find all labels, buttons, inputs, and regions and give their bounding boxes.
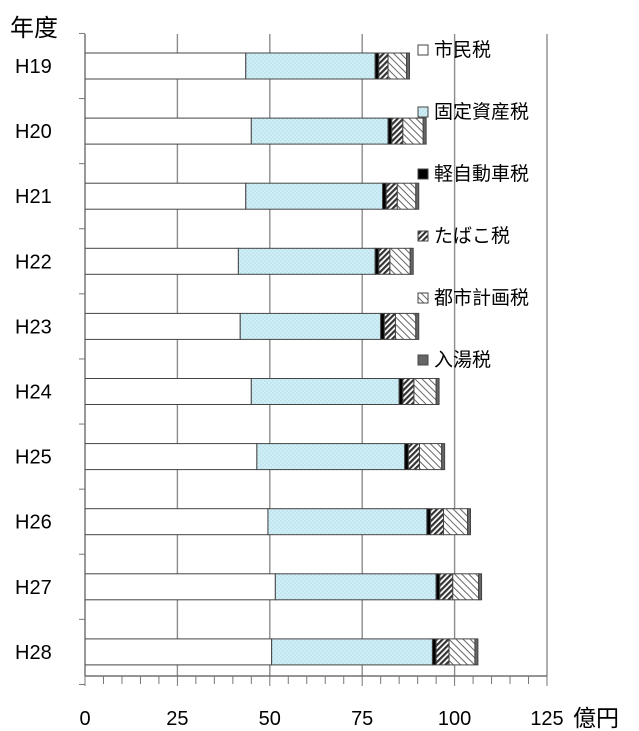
bar-H20-series-1 (250, 117, 389, 145)
bar-H27-series-1 (274, 573, 437, 601)
bar-H25-series-1 (256, 443, 406, 471)
bar-H27-series-3 (439, 573, 454, 601)
category-label-H23: H23 (15, 316, 52, 338)
category-label-H21: H21 (15, 186, 52, 208)
bar-H24-series-4 (413, 378, 437, 405)
bar-H22-series-4 (389, 247, 411, 275)
bar-H28-series-2 (431, 638, 437, 666)
bar-H21-series-2 (382, 182, 387, 210)
bar-H26-series-0 (84, 508, 269, 536)
category-label-H25: H25 (15, 447, 52, 469)
bar-H21-series-5 (415, 182, 420, 210)
legend-swatch-5 (417, 354, 429, 366)
bar-H24-series-5 (435, 378, 440, 405)
bar-H28-series-4 (448, 638, 476, 666)
x-tick-label-0: 0 (79, 708, 90, 730)
bar-H19-series-2 (374, 52, 380, 80)
legend-label-2: 軽自動車税 (434, 163, 529, 185)
bar-H19-series-5 (406, 52, 411, 80)
bar-H22-series-3 (378, 247, 391, 275)
bar-H20-series-0 (84, 117, 252, 145)
bar-H24-series-0 (84, 378, 252, 405)
bar-H19-series-0 (84, 52, 247, 80)
bar-H23-series-1 (239, 312, 382, 340)
bar-H24-series-3 (402, 378, 415, 405)
bar-H21-series-4 (396, 182, 417, 210)
bar-H20-series-4 (402, 117, 424, 145)
bar-H26-series-5 (467, 508, 471, 536)
category-label-H24: H24 (15, 382, 52, 404)
x-tick-label-25: 25 (166, 708, 188, 730)
bar-H19-series-3 (378, 52, 389, 80)
bar-H27-series-4 (452, 573, 480, 601)
legend-swatch-1 (417, 106, 429, 118)
bar-H23-series-4 (394, 312, 417, 340)
legend-label-1: 固定資産税 (434, 101, 529, 123)
category-label-H19: H19 (15, 56, 52, 78)
bar-H26-series-1 (267, 508, 428, 536)
bar-H20-series-2 (387, 117, 393, 145)
category-label-H28: H28 (15, 642, 52, 664)
bar-H23-series-5 (415, 312, 420, 340)
bar-H20-series-5 (422, 117, 427, 145)
x-tick-label-50: 50 (259, 708, 281, 730)
bar-H21-series-1 (245, 182, 384, 210)
bar-H28-series-3 (435, 638, 450, 666)
bar-H25-series-3 (407, 443, 420, 471)
category-label-H20: H20 (15, 121, 52, 143)
legend-swatch-0 (417, 44, 429, 56)
bar-H25-series-5 (441, 443, 446, 471)
category-label-H26: H26 (15, 512, 52, 534)
x-axis-unit: 億円 (573, 705, 619, 731)
x-tick-label-125: 125 (530, 708, 563, 730)
bar-H27-series-2 (435, 573, 441, 601)
bar-H27-series-5 (478, 573, 483, 601)
bar-H23-series-0 (84, 312, 241, 340)
bar-H24-series-2 (398, 378, 404, 405)
bar-H27-series-0 (84, 573, 276, 601)
bar-H25-series-4 (418, 443, 443, 471)
bar-H26-series-3 (430, 508, 445, 536)
bar-H22-series-1 (237, 247, 376, 275)
category-label-H27: H27 (15, 577, 52, 599)
bar-H22-series-5 (409, 247, 414, 275)
bar-H23-series-3 (383, 312, 396, 340)
bar-H28-series-5 (474, 638, 479, 666)
bar-H28-series-0 (84, 638, 273, 666)
bar-H21-series-0 (84, 182, 247, 210)
x-tick-label-100: 100 (438, 708, 471, 730)
bar-H23-series-2 (380, 312, 385, 340)
bar-H25-series-0 (84, 443, 258, 471)
y-axis-title: 年度 (10, 15, 58, 42)
legend-label-0: 市民税 (434, 39, 491, 61)
bar-H20-series-3 (391, 117, 404, 145)
bar-H22-series-2 (374, 247, 380, 275)
bar-H22-series-0 (84, 247, 239, 275)
bar-H21-series-3 (385, 182, 398, 210)
legend-label-5: 入湯税 (434, 349, 491, 371)
legend-label-4: 都市計画税 (434, 287, 529, 309)
bar-H28-series-1 (271, 638, 433, 666)
legend-swatch-2 (417, 168, 429, 180)
bar-H24-series-1 (250, 378, 400, 405)
category-label-H22: H22 (15, 251, 52, 273)
legend-swatch-4 (417, 292, 429, 304)
legend-swatch-3 (417, 230, 429, 242)
x-tick-label-75: 75 (351, 708, 373, 730)
bar-H26-series-4 (443, 508, 469, 536)
bar-H19-series-1 (245, 52, 376, 80)
bar-H19-series-4 (387, 52, 408, 80)
legend-label-3: たばこ税 (434, 225, 510, 247)
bar-H26-series-2 (426, 508, 432, 536)
bar-H25-series-2 (404, 443, 409, 471)
